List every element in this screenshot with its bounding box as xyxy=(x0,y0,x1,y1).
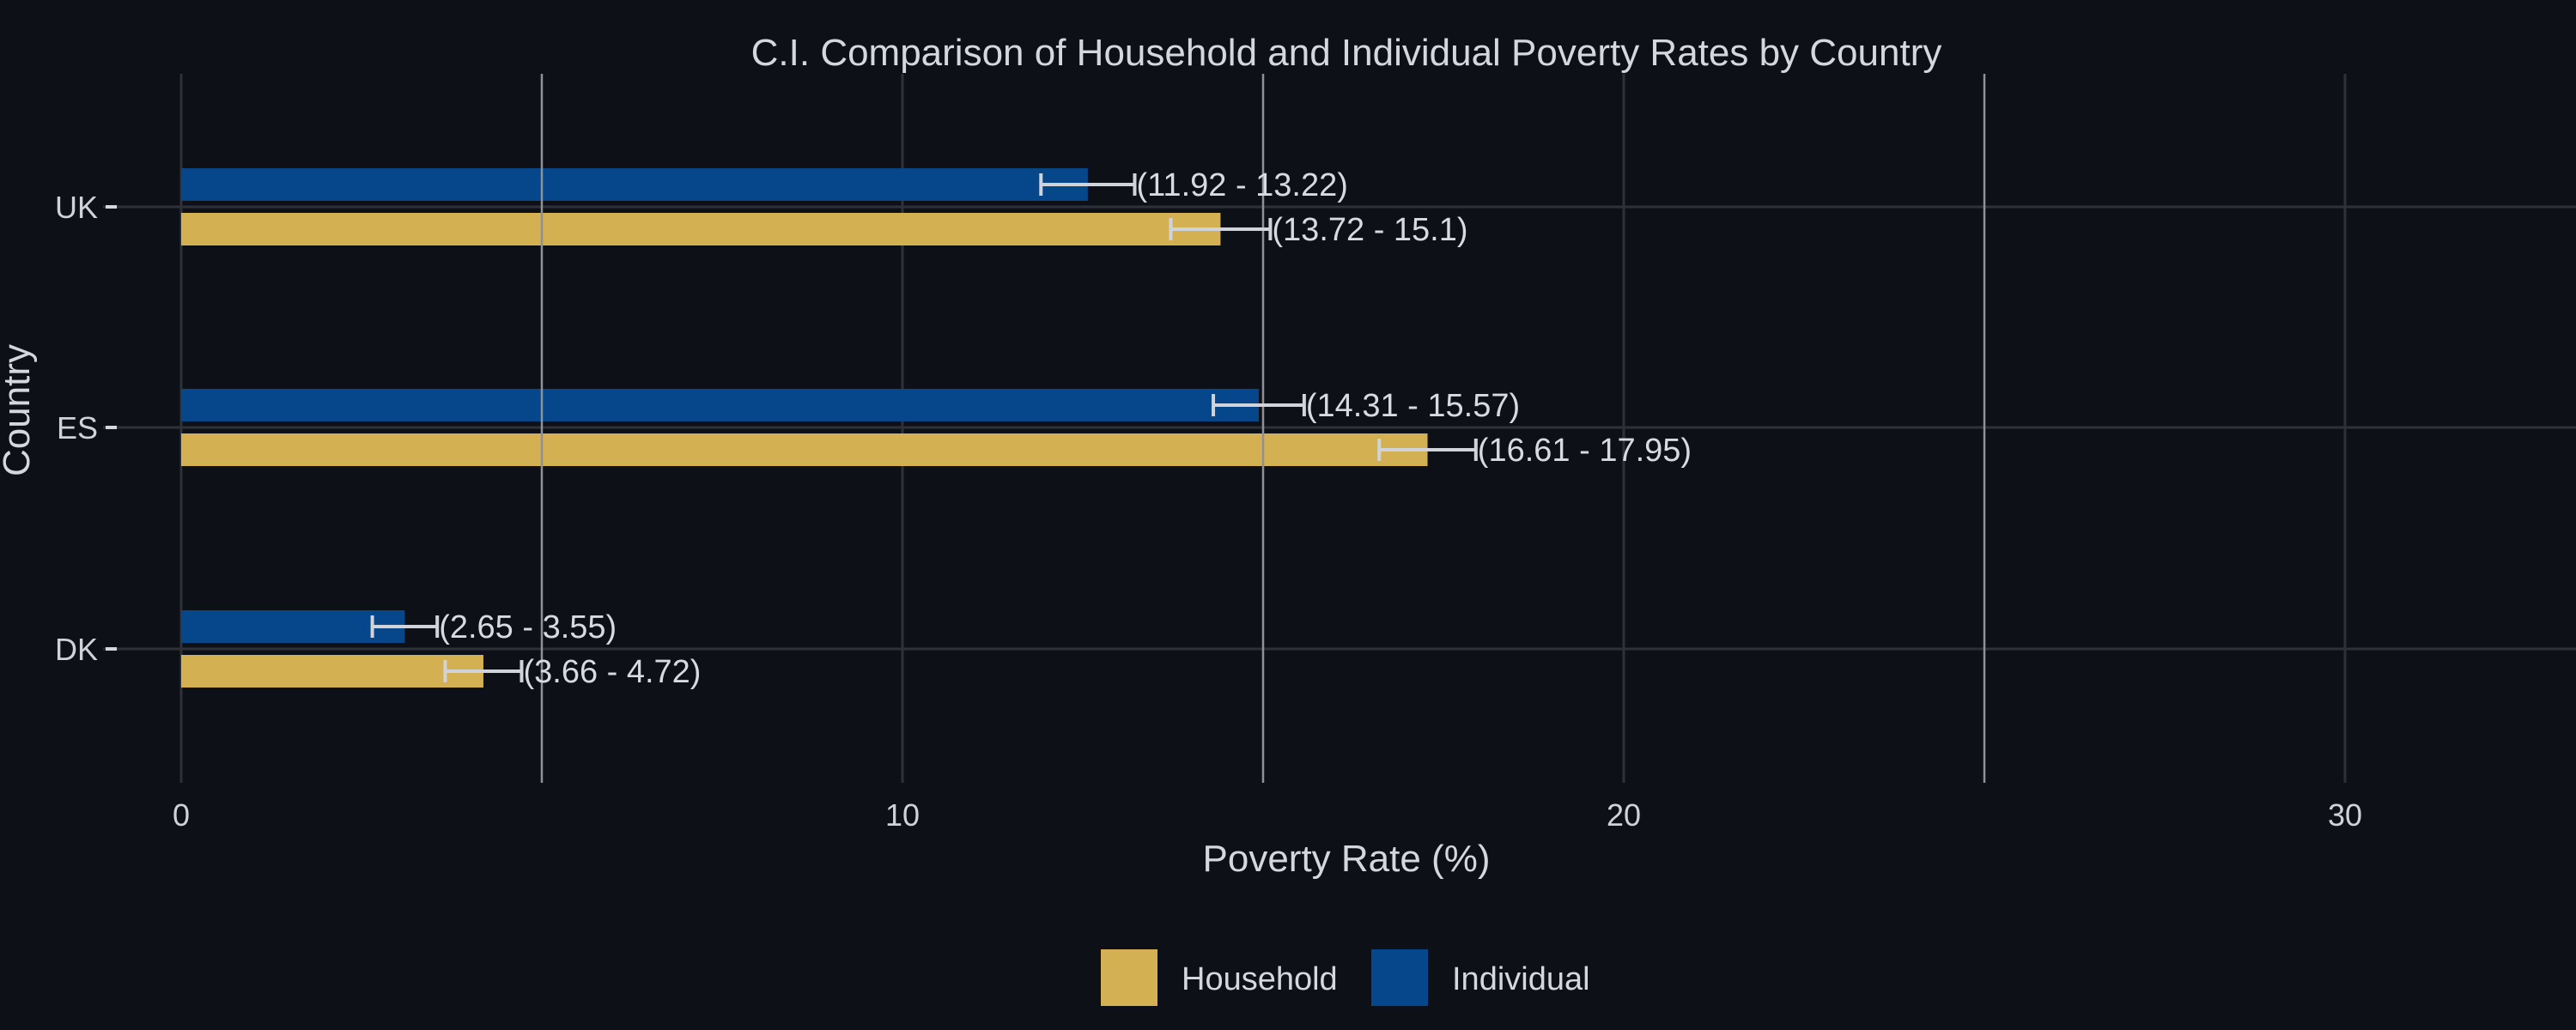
legend: Household Individual xyxy=(1101,949,1590,1006)
legend-item-individual: Individual xyxy=(1371,949,1590,1006)
ci-labels: (11.92 - 13.22) (14.31 - 15.57) (2.65 - 3.… xyxy=(439,167,1692,690)
grid xyxy=(103,74,2576,783)
y-tick-label-dk: DK xyxy=(55,632,98,667)
legend-swatch-individual xyxy=(1371,949,1428,1006)
bar-household-dk xyxy=(181,655,483,688)
x-tick-label-20: 20 xyxy=(1607,797,1641,833)
legend-item-household: Household xyxy=(1101,949,1338,1006)
bars xyxy=(181,168,1428,688)
y-tick-label-uk: UK xyxy=(55,190,98,225)
y-axis-label: Country xyxy=(0,344,38,476)
ci-label-individual-uk: (11.92 - 13.22) xyxy=(1136,167,1347,203)
ci-label-individual-es: (14.31 - 15.57) xyxy=(1306,388,1520,424)
chart-title: C.I. Comparison of Household and Individ… xyxy=(751,32,1942,74)
errorbar-individual-uk xyxy=(1039,173,1137,196)
reference-lines xyxy=(540,74,1986,783)
x-tick-label-0: 0 xyxy=(173,797,190,833)
legend-swatch-household xyxy=(1101,949,1157,1006)
bar-individual-uk xyxy=(181,168,1088,201)
errorbar-household-es xyxy=(1377,439,1478,461)
ci-label-individual-dk: (2.65 - 3.55) xyxy=(439,609,617,645)
ci-label-household-es: (16.61 - 17.95) xyxy=(1478,433,1692,469)
bar-household-es xyxy=(181,433,1428,466)
errorbar-household-dk xyxy=(443,660,524,682)
bar-individual-es xyxy=(181,389,1259,421)
x-tick-label-30: 30 xyxy=(2328,797,2362,833)
axes: 0 10 20 30 UK ES DK xyxy=(55,190,2362,833)
ci-label-household-uk: (13.72 - 15.1) xyxy=(1272,212,1467,248)
legend-label-household: Household xyxy=(1182,961,1338,997)
bar-individual-dk xyxy=(181,610,405,643)
errorbar-individual-dk xyxy=(370,615,440,638)
y-tick-label-es: ES xyxy=(57,410,98,445)
legend-label-individual: Individual xyxy=(1452,961,1590,997)
x-tick-label-10: 10 xyxy=(885,797,920,833)
x-axis-label: Poverty Rate (%) xyxy=(1203,838,1491,880)
ci-label-household-dk: (3.66 - 4.72) xyxy=(523,654,701,690)
errorbar-household-uk xyxy=(1169,218,1273,240)
errorbar-individual-es xyxy=(1212,394,1306,416)
bar-household-uk xyxy=(181,213,1221,245)
error-bars xyxy=(370,173,1478,682)
